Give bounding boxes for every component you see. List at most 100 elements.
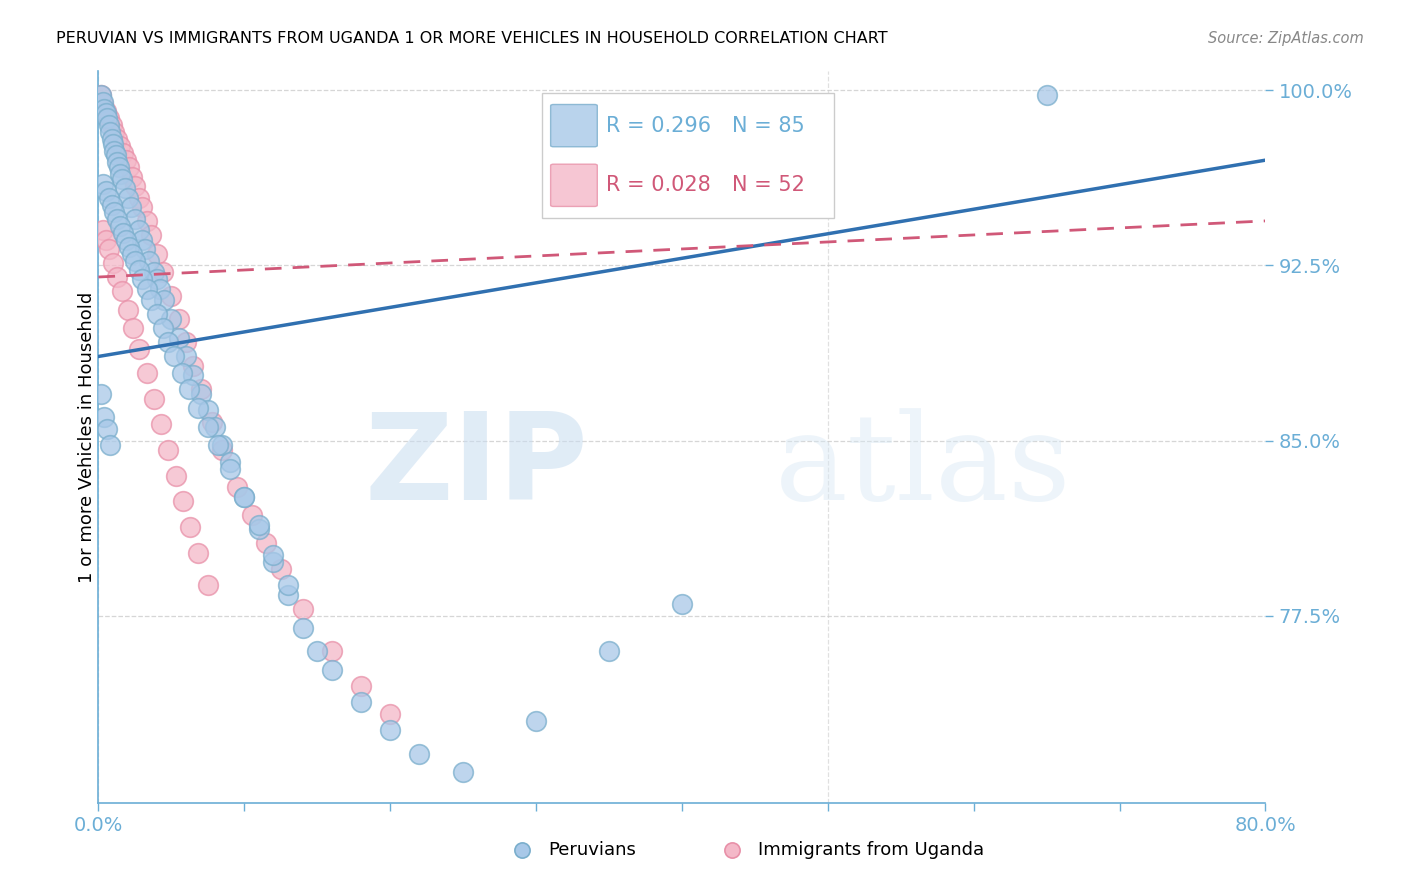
- Point: [91, 95, 114, 109]
- Point: [181, 368, 204, 383]
- Point: [262, 555, 284, 569]
- Point: [110, 167, 132, 181]
- Point: [270, 562, 292, 576]
- Point: [187, 401, 209, 415]
- Point: [121, 246, 143, 260]
- Point: [105, 132, 128, 146]
- Point: [247, 522, 270, 536]
- Point: [128, 190, 150, 204]
- Point: [118, 160, 141, 174]
- Point: [321, 644, 343, 658]
- Point: [179, 520, 201, 534]
- Point: [524, 714, 547, 728]
- Point: [124, 253, 146, 268]
- Point: [240, 508, 263, 523]
- Point: [135, 282, 157, 296]
- Point: [105, 155, 128, 169]
- Point: [174, 350, 197, 364]
- Point: [262, 548, 284, 562]
- Point: [117, 302, 139, 317]
- Point: [105, 211, 128, 226]
- Point: [90, 387, 112, 401]
- Point: [1035, 87, 1057, 102]
- Point: [380, 706, 402, 721]
- Point: [277, 578, 299, 592]
- Point: [111, 284, 134, 298]
- Point: [211, 438, 233, 452]
- Point: [97, 242, 120, 256]
- Point: [124, 178, 146, 193]
- Point: [103, 144, 125, 158]
- Point: [100, 197, 122, 211]
- Point: [408, 747, 430, 761]
- Point: [142, 265, 165, 279]
- Point: [201, 415, 224, 429]
- Point: [291, 621, 314, 635]
- Point: [108, 160, 131, 174]
- Point: [157, 442, 180, 457]
- Point: [177, 382, 200, 396]
- Point: [115, 233, 138, 247]
- Text: Source: ZipAtlas.com: Source: ZipAtlas.com: [1208, 31, 1364, 46]
- Point: [207, 438, 229, 452]
- Point: [94, 184, 117, 198]
- Point: [247, 517, 270, 532]
- Point: [139, 293, 162, 308]
- Point: [98, 438, 121, 452]
- Point: [117, 190, 139, 204]
- Point: [104, 148, 127, 162]
- Point: [190, 382, 212, 396]
- Point: [101, 256, 124, 270]
- Point: [218, 455, 240, 469]
- Point: [135, 366, 157, 380]
- Point: [128, 263, 150, 277]
- Y-axis label: 1 or more Vehicles in Household: 1 or more Vehicles in Household: [79, 292, 96, 582]
- Point: [350, 695, 373, 709]
- Point: [146, 246, 169, 260]
- Point: [90, 87, 112, 102]
- Point: [112, 226, 135, 240]
- Point: [233, 490, 256, 504]
- Point: [170, 366, 193, 380]
- Point: [142, 392, 165, 406]
- Point: [98, 125, 121, 139]
- Point: [153, 293, 176, 308]
- Point: [167, 331, 190, 345]
- Point: [160, 312, 183, 326]
- Point: [204, 419, 226, 434]
- Text: PERUVIAN VS IMMIGRANTS FROM UGANDA 1 OR MORE VEHICLES IN HOUSEHOLD CORRELATION C: PERUVIAN VS IMMIGRANTS FROM UGANDA 1 OR …: [56, 31, 887, 46]
- Point: [103, 125, 125, 139]
- Point: [160, 289, 183, 303]
- Point: [114, 181, 136, 195]
- Point: [134, 242, 156, 256]
- Point: [277, 588, 299, 602]
- Point: [110, 139, 132, 153]
- Point: [121, 169, 143, 184]
- Point: [291, 602, 314, 616]
- Point: [110, 219, 132, 233]
- Point: [167, 312, 190, 326]
- Point: [90, 87, 112, 102]
- Point: [120, 200, 142, 214]
- Point: [118, 239, 141, 253]
- Point: [128, 223, 150, 237]
- Point: [197, 403, 219, 417]
- Point: [128, 343, 150, 357]
- Point: [163, 350, 186, 364]
- Point: [152, 265, 174, 279]
- Point: [157, 335, 180, 350]
- Point: [146, 307, 169, 321]
- Point: [197, 578, 219, 592]
- Point: [94, 104, 117, 119]
- Point: [174, 335, 197, 350]
- Point: [111, 172, 134, 186]
- Text: atlas: atlas: [775, 408, 1071, 524]
- Point: [103, 204, 125, 219]
- Point: [598, 644, 620, 658]
- Point: [146, 272, 169, 286]
- Point: [321, 663, 343, 677]
- Point: [91, 177, 114, 191]
- Point: [91, 97, 114, 112]
- Point: [181, 359, 204, 373]
- Point: [380, 723, 402, 738]
